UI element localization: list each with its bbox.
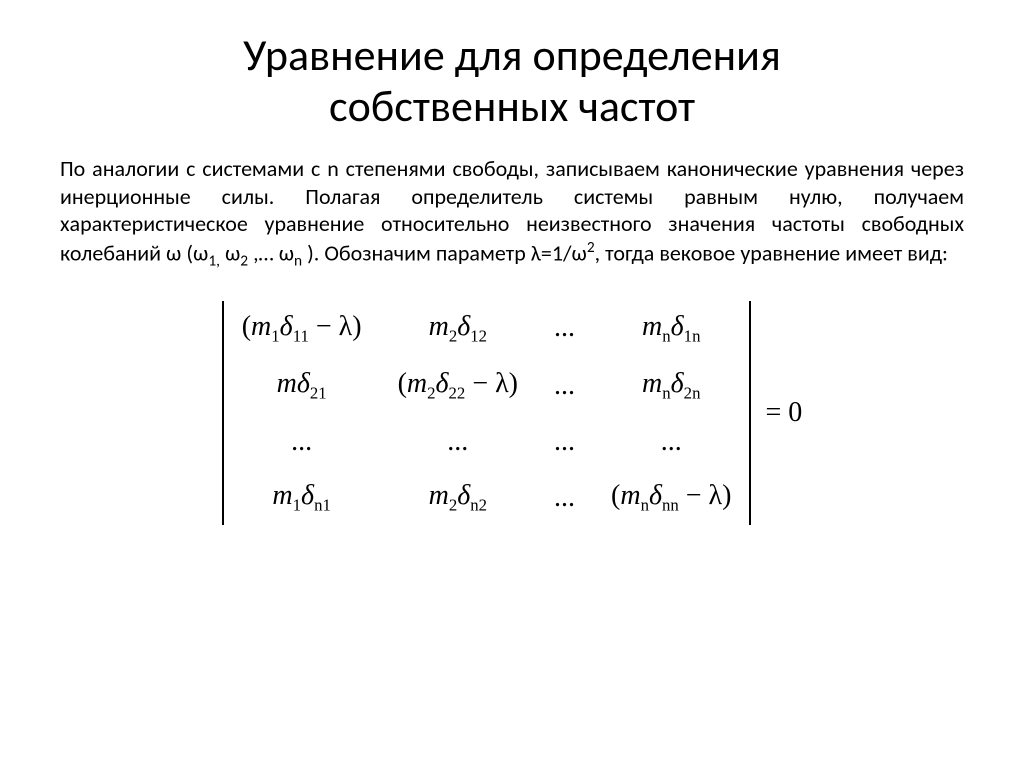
para-sup1: 2 (587, 238, 595, 257)
cell-msub: 1 (293, 495, 301, 514)
cell-dsub: n2 (470, 495, 487, 514)
cell-d: δ (457, 480, 470, 511)
cell-m: m (272, 480, 292, 511)
cell-m: m (251, 311, 271, 342)
para-sub3: n (294, 251, 302, 270)
cell-d: δ (649, 480, 662, 511)
cell-msub: 2 (449, 495, 457, 514)
cell-dsub: nn (662, 495, 679, 514)
cell-r0c1: m2δ12 (398, 311, 518, 347)
equation-rhs: = 0 (765, 397, 802, 429)
cell-msub: 2 (449, 326, 457, 345)
cell-dsub: 21 (310, 384, 327, 403)
cell-dsub: 22 (449, 384, 466, 403)
body-paragraph: По аналогии с системами с n степенями св… (60, 155, 964, 270)
determinant-equation: (m1δ11 − λ) m2δ12 ... mnδ1n mδ21 (m2δ22 … (60, 301, 964, 526)
cell-r2c3: ... (611, 426, 731, 458)
cell-msub: n (641, 495, 649, 514)
cell-d: δ (280, 311, 293, 342)
para-t4: ). Обозначим параметр λ=1/ω (302, 239, 587, 266)
slide: Уравнение для определения собственных ча… (0, 0, 1024, 767)
cell-dsub: 2n (684, 384, 701, 403)
cell-dsub: 12 (470, 326, 487, 345)
cell-dsub: 1n (684, 326, 701, 345)
para-t3: ,… ω (248, 239, 294, 266)
cell-tail: − λ) (465, 368, 518, 399)
cell-r1c0: mδ21 (242, 368, 362, 404)
cell-msub: n (662, 384, 670, 403)
determinant: (m1δ11 − λ) m2δ12 ... mnδ1n mδ21 (m2δ22 … (222, 301, 752, 526)
cell-r3c0: m1δn1 (242, 480, 362, 516)
cell-d: δ (457, 311, 470, 342)
cell-tail: − λ) (309, 311, 362, 342)
cell-pre: ( (611, 480, 620, 511)
cell-r0c3: mnδ1n (611, 311, 731, 347)
para-t5: , тогда вековое уравнение имеет вид: (595, 239, 948, 266)
cell-d: δ (297, 368, 310, 399)
cell-r1c1: (m2δ22 − λ) (398, 368, 518, 404)
cell-d: δ (671, 368, 684, 399)
cell-r1c2: ... (554, 370, 575, 402)
cell-r0c2: ... (554, 312, 575, 344)
cell-msub: 1 (271, 326, 279, 345)
cell-msub: n (662, 326, 670, 345)
cell-m: m (429, 480, 449, 511)
cell-m: m (277, 368, 297, 399)
para-t2: ω (220, 239, 240, 266)
cell-pre: ( (242, 311, 251, 342)
cell-msub: 2 (427, 384, 435, 403)
cell-r2c0: ... (242, 426, 362, 458)
cell-m: m (620, 480, 640, 511)
cell-m: m (642, 368, 662, 399)
cell-tail: − λ) (679, 480, 732, 511)
cell-m: m (407, 368, 427, 399)
cell-d: δ (671, 311, 684, 342)
cell-r3c3: (mnδnn − λ) (611, 480, 731, 516)
cell-pre: ( (398, 368, 407, 399)
cell-m: m (642, 311, 662, 342)
para-sub2: 2 (240, 251, 248, 270)
cell-m: m (429, 311, 449, 342)
cell-r2c1: ... (398, 426, 518, 458)
title-line-1: Уравнение для определения (243, 28, 781, 82)
cell-d: δ (301, 480, 314, 511)
det-bar-right (749, 301, 751, 526)
matrix: (m1δ11 − λ) m2δ12 ... mnδ1n mδ21 (m2δ22 … (224, 301, 750, 526)
slide-title: Уравнение для определения собственных ча… (60, 30, 964, 131)
cell-r3c1: m2δn2 (398, 480, 518, 516)
cell-dsub: n1 (314, 495, 331, 514)
title-line-2: собственных частот (329, 79, 695, 133)
cell-dsub: 11 (293, 326, 309, 345)
cell-r2c2: ... (554, 426, 575, 458)
para-sub1: 1, (208, 251, 220, 270)
cell-d: δ (436, 368, 449, 399)
cell-r1c3: mnδ2n (611, 368, 731, 404)
cell-r0c0: (m1δ11 − λ) (242, 311, 362, 347)
cell-r3c2: ... (554, 482, 575, 514)
